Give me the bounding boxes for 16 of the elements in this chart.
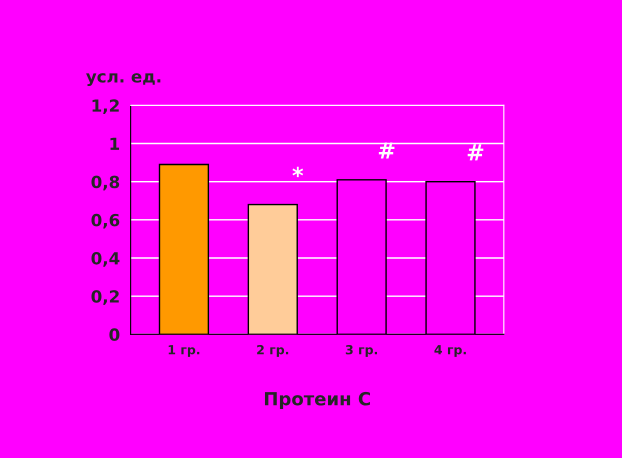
y-tick-label: 0,4	[91, 252, 120, 267]
annotation: #	[378, 142, 394, 158]
x-tick-label: 1 гр.	[168, 345, 200, 357]
y-tick-label: 1	[110, 138, 120, 150]
y-axis-title: усл. ед.	[86, 73, 160, 86]
x-tick-label: 4 гр.	[434, 345, 466, 357]
x-axis-title: Протеин С	[264, 392, 370, 410]
annotation: #	[468, 144, 484, 160]
y-tick-label: 0	[109, 328, 120, 341]
annotation: *	[292, 166, 304, 178]
y-tick-label: 1,2	[92, 99, 119, 114]
y-tick-label: 0,6	[91, 214, 120, 229]
y-tick-label: 0,8	[91, 176, 120, 190]
x-tick-label: 3 гр.	[346, 344, 378, 357]
y-tick-label: 0,2	[91, 290, 119, 305]
x-tick-label: 2 гр.	[257, 344, 288, 357]
